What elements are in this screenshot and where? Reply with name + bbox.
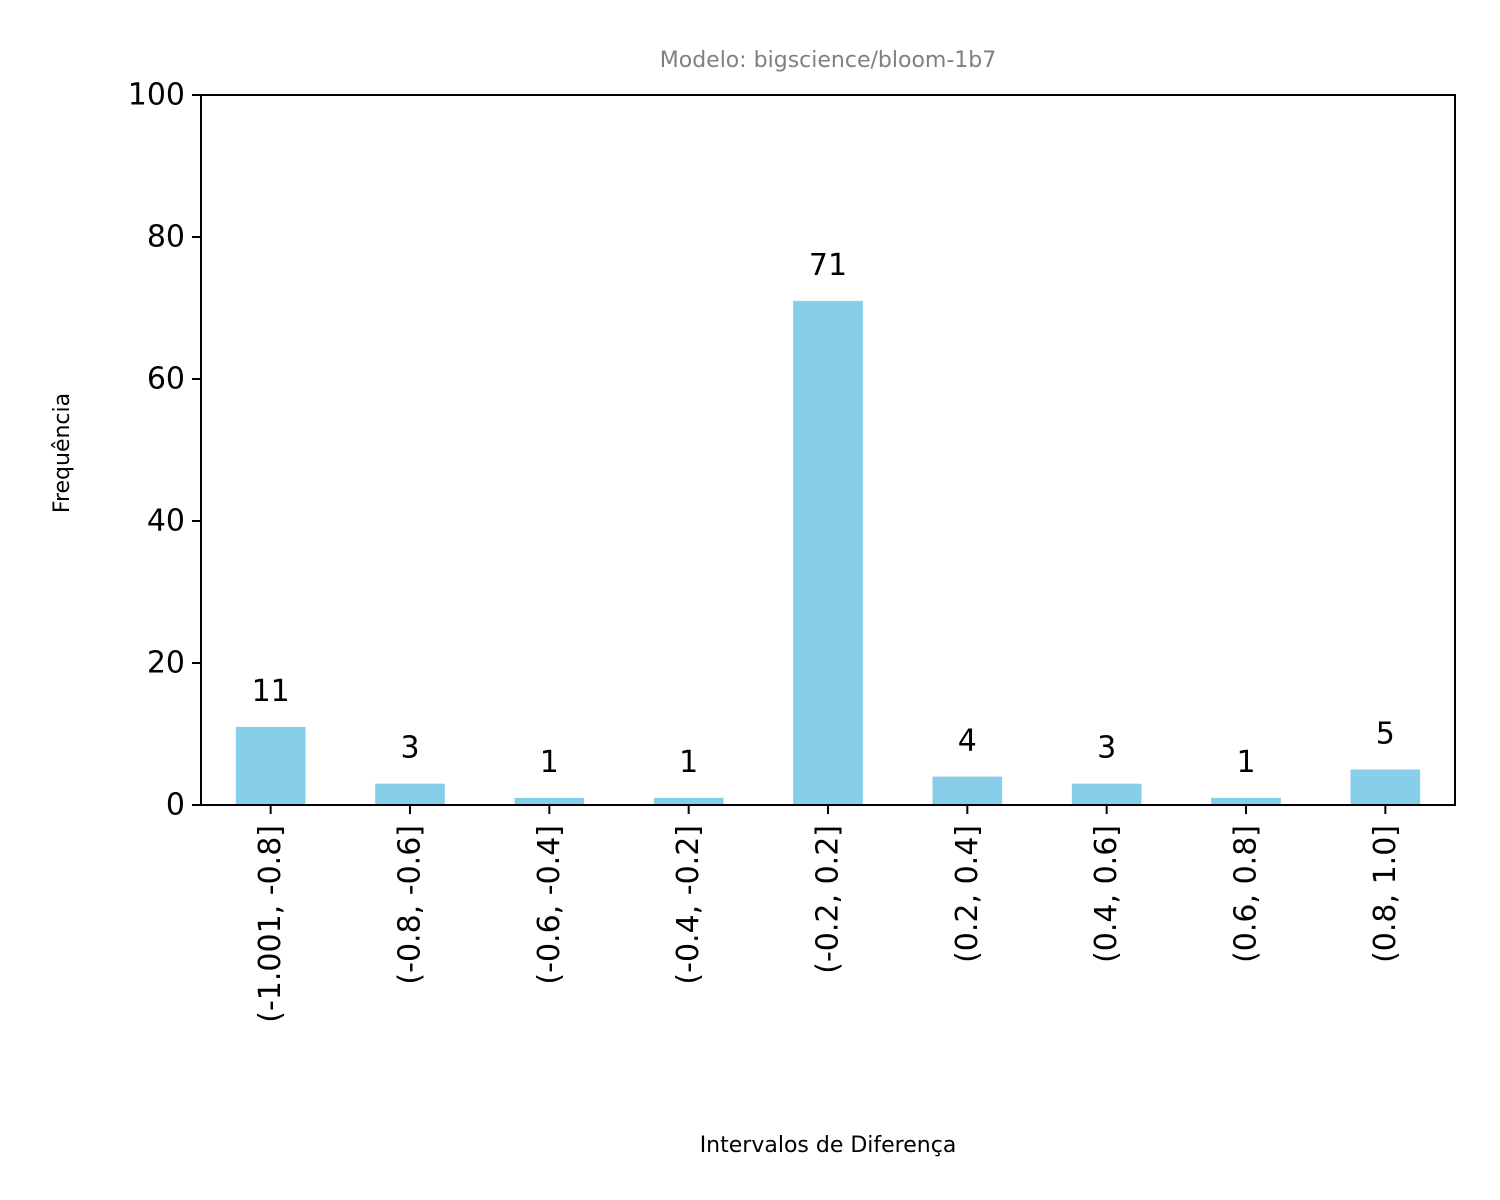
bar xyxy=(1211,797,1281,805)
bar-value-label: 3 xyxy=(400,731,419,766)
x-tick-label: (0.6, 0.8] xyxy=(1229,825,1264,963)
x-tick-label: (-0.4, -0.2] xyxy=(671,825,706,985)
y-tick-label: 0 xyxy=(166,788,185,823)
x-tick-label: (0.4, 0.6] xyxy=(1089,825,1124,963)
bar xyxy=(235,726,306,805)
y-tick-label: 20 xyxy=(147,646,185,681)
y-axis: 0 20 40 60 80 100 xyxy=(128,78,201,823)
bar-value-label: 11 xyxy=(252,674,290,709)
bar xyxy=(932,776,1003,805)
bar-value-label: 1 xyxy=(679,745,698,780)
y-axis-label: Frequência xyxy=(50,393,75,513)
bar-value-label: 3 xyxy=(1097,731,1116,766)
y-tick-label: 40 xyxy=(147,504,185,539)
x-axis-label: Intervalos de Diferença xyxy=(700,1133,957,1158)
plot-frame xyxy=(200,94,1456,806)
bar-value-label: 4 xyxy=(958,724,977,759)
x-tick-label: (0.2, 0.4] xyxy=(950,825,985,963)
x-tick-label: (-1.001, -0.8] xyxy=(253,825,288,1023)
bar xyxy=(375,783,445,805)
y-tick-label: 60 xyxy=(147,362,185,397)
bar xyxy=(514,797,585,805)
x-tick-label: (-0.2, 0.2] xyxy=(811,825,846,974)
x-tick-label: (0.8, 1.0] xyxy=(1368,825,1403,963)
bars-group xyxy=(235,300,1421,805)
bar-value-label: 1 xyxy=(1236,745,1255,780)
bar xyxy=(1071,783,1142,805)
bar-value-label: 1 xyxy=(540,745,559,780)
bar xyxy=(1350,769,1421,805)
x-tick-label: (-0.6, -0.4] xyxy=(532,825,567,985)
x-axis: (-1.001, -0.8] (-0.8, -0.6] (-0.6, -0.4] (-… xyxy=(253,805,1403,1023)
bar-value-label: 71 xyxy=(809,248,847,283)
chart-title: Modelo: bigscience/bloom-1b7 xyxy=(660,48,996,73)
x-tick-label: (-0.8, -0.6] xyxy=(393,825,428,985)
y-tick-label: 100 xyxy=(128,78,185,113)
y-tick-label: 80 xyxy=(147,220,185,255)
bar xyxy=(793,300,863,805)
bar xyxy=(653,797,724,805)
bar-value-label: 5 xyxy=(1376,717,1395,752)
